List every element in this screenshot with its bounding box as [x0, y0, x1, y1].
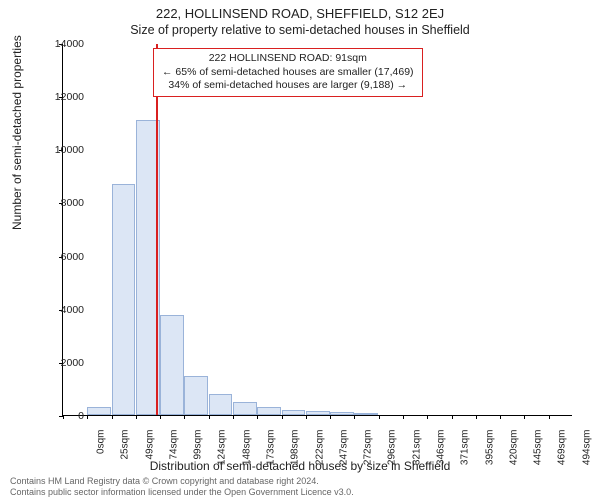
ytick-label: 0 — [78, 410, 84, 422]
chart-container: 222, HOLLINSEND ROAD, SHEFFIELD, S12 2EJ… — [0, 0, 600, 500]
chart-wrap: 222 HOLLINSEND ROAD: 91sqm← 65% of semi-… — [62, 44, 572, 416]
histogram-bar — [354, 413, 378, 415]
annotation-box: 222 HOLLINSEND ROAD: 91sqm← 65% of semi-… — [153, 48, 423, 97]
xtick-mark — [112, 415, 113, 419]
xtick-mark — [549, 415, 550, 419]
xtick-label: 445sqm — [533, 430, 544, 470]
xtick-label: 469sqm — [557, 430, 568, 470]
xtick-mark — [354, 415, 355, 419]
histogram-bar — [257, 407, 281, 416]
chart-title-sub: Size of property relative to semi-detach… — [0, 21, 600, 37]
histogram-bar — [87, 407, 111, 415]
xtick-label: 99sqm — [193, 430, 204, 470]
footer-attribution: Contains HM Land Registry data © Crown c… — [10, 476, 354, 499]
annotation-line: 34% of semi-detached houses are larger (… — [162, 79, 414, 93]
ytick-label: 2000 — [61, 357, 84, 369]
xtick-mark — [330, 415, 331, 419]
ytick-label: 12000 — [55, 91, 84, 103]
xtick-label: 74sqm — [168, 430, 179, 470]
xtick-label: 198sqm — [290, 430, 301, 470]
footer-line-1: Contains HM Land Registry data © Crown c… — [10, 476, 354, 487]
histogram-bar — [306, 411, 330, 415]
y-axis-label: Number of semi-detached properties — [10, 35, 24, 230]
xtick-mark — [184, 415, 185, 419]
xtick-mark — [452, 415, 453, 419]
xtick-label: 296sqm — [387, 430, 398, 470]
ytick-label: 6000 — [61, 251, 84, 263]
xtick-label: 272sqm — [363, 430, 374, 470]
histogram-bar — [282, 410, 306, 415]
histogram-bar — [330, 412, 354, 415]
xtick-mark — [427, 415, 428, 419]
histogram-bar — [209, 394, 233, 415]
xtick-label: 25sqm — [120, 430, 131, 470]
xtick-label: 148sqm — [241, 430, 252, 470]
xtick-mark — [379, 415, 380, 419]
xtick-mark — [136, 415, 137, 419]
xtick-mark — [524, 415, 525, 419]
histogram-bar — [160, 315, 184, 415]
xtick-mark — [403, 415, 404, 419]
xtick-mark — [282, 415, 283, 419]
xtick-label: 494sqm — [581, 430, 592, 470]
xtick-mark — [257, 415, 258, 419]
annotation-line: 222 HOLLINSEND ROAD: 91sqm — [162, 52, 414, 66]
histogram-bar — [233, 402, 257, 415]
reference-line — [156, 44, 158, 415]
ytick-label: 14000 — [55, 38, 84, 50]
xtick-label: 420sqm — [508, 430, 519, 470]
ytick-label: 10000 — [55, 144, 84, 156]
ytick-label: 4000 — [61, 304, 84, 316]
xtick-label: 124sqm — [217, 430, 228, 470]
annotation-line: ← 65% of semi-detached houses are smalle… — [162, 66, 414, 80]
xtick-mark — [233, 415, 234, 419]
xtick-label: 247sqm — [338, 430, 349, 470]
xtick-label: 371sqm — [460, 430, 471, 470]
xtick-label: 346sqm — [436, 430, 447, 470]
xtick-mark — [160, 415, 161, 419]
xtick-mark — [87, 415, 88, 419]
xtick-mark — [63, 415, 64, 419]
chart-title-main: 222, HOLLINSEND ROAD, SHEFFIELD, S12 2EJ — [0, 0, 600, 21]
footer-line-2: Contains public sector information licen… — [10, 487, 354, 498]
histogram-bar — [184, 376, 208, 415]
xtick-mark — [500, 415, 501, 419]
xtick-label: 49sqm — [144, 430, 155, 470]
ytick-label: 8000 — [61, 197, 84, 209]
xtick-mark — [209, 415, 210, 419]
histogram-bar — [112, 184, 136, 415]
xtick-mark — [306, 415, 307, 419]
xtick-label: 321sqm — [411, 430, 422, 470]
xtick-label: 395sqm — [484, 430, 495, 470]
xtick-label: 0sqm — [96, 430, 107, 470]
plot-area: 222 HOLLINSEND ROAD: 91sqm← 65% of semi-… — [62, 44, 572, 416]
xtick-label: 222sqm — [314, 430, 325, 470]
xtick-label: 173sqm — [266, 430, 277, 470]
xtick-mark — [476, 415, 477, 419]
